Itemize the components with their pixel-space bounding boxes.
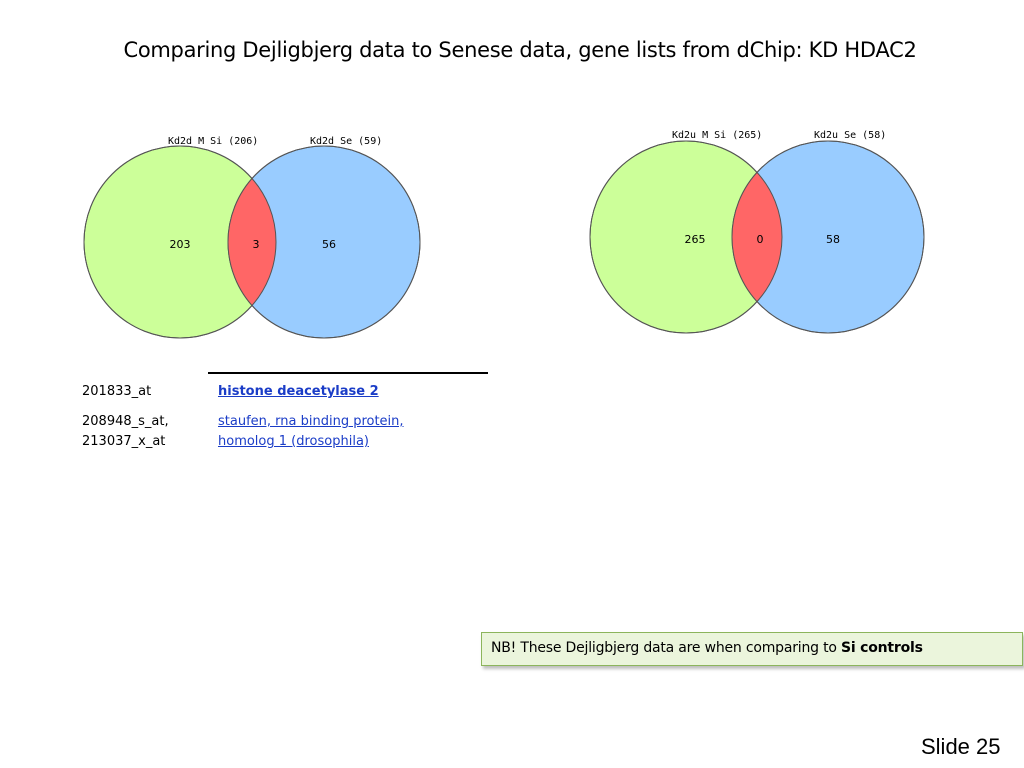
venn-count-only-b: 56	[322, 238, 336, 251]
venn-count-only-a: 265	[685, 233, 706, 246]
venn-diagram-kd2d: Kd2d M Si (206) Kd2d Se (59) 203 3 56	[82, 130, 427, 345]
probe-id: 201833_at	[82, 384, 152, 399]
table-top-rule	[208, 372, 488, 374]
venn-label-a: Kd2d M Si (206)	[168, 136, 258, 147]
venn-count-overlap: 0	[757, 233, 764, 246]
gene-name-link[interactable]: staufen, rna binding protein, homolog 1 …	[218, 414, 404, 449]
venn-diagram-kd2u: Kd2u M Si (265) Kd2u Se (58) 265 0 58	[588, 124, 933, 339]
note-emphasis: Si controls	[840, 640, 923, 656]
venn-count-only-a: 203	[170, 238, 191, 251]
gene-name-link[interactable]: histone deacetylase 2	[218, 384, 379, 399]
venn-svg-kd2d: Kd2d M Si (206) Kd2d Se (59) 203 3 56	[83, 136, 421, 339]
venn-count-overlap: 3	[253, 238, 260, 251]
venn-label-b: Kd2d Se (59)	[310, 136, 382, 147]
venn-svg-kd2u: Kd2u M Si (265) Kd2u Se (58) 265 0 58	[589, 130, 925, 334]
venn-label-a: Kd2u M Si (265)	[672, 130, 762, 141]
note-box: NB! These Dejligbjerg data are when comp…	[481, 632, 1023, 666]
slide-number: Slide 25	[921, 734, 1001, 759]
venn-label-b: Kd2u Se (58)	[814, 130, 886, 141]
probe-id: 208948_s_at, 213037_x_at	[82, 414, 169, 449]
slide-title: Comparing Dejligbjerg data to Senese dat…	[123, 38, 917, 62]
note-text: NB! These Dejligbjerg data are when comp…	[491, 640, 841, 656]
venn-count-only-b: 58	[826, 233, 840, 246]
